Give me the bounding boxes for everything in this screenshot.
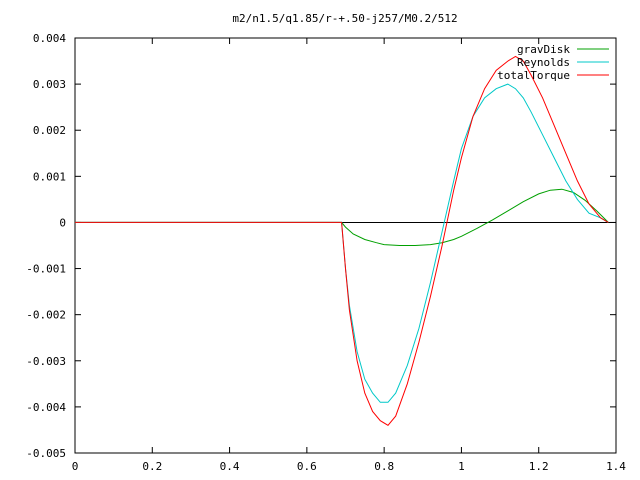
x-tick-label: 1.4 — [606, 460, 626, 473]
x-tick-label: 1 — [458, 460, 465, 473]
x-tick-label: 0 — [72, 460, 79, 473]
series-layer — [75, 55, 609, 426]
y-tick-label: 0.001 — [33, 170, 66, 183]
legend-label: gravDisk — [517, 43, 570, 56]
y-tick-label: -0.003 — [26, 355, 66, 368]
chart-title: m2/n1.5/q1.85/r-+.50-j257/M0.2/512 — [232, 12, 457, 25]
y-tick-label: 0.002 — [33, 124, 66, 137]
y-tick-label: -0.002 — [26, 309, 66, 322]
series-line-Reynolds — [75, 83, 609, 403]
legend-label: totalTorque — [497, 69, 570, 82]
x-tick-label: 0.2 — [142, 460, 162, 473]
y-axis: 0.004 0.003 0.002 0.001 0 -0.001 -0.002 -0.003 -… — [26, 32, 616, 460]
y-tick-label: 0.003 — [33, 78, 66, 91]
series-line-totalTorque — [75, 55, 609, 426]
y-tick-label: -0.005 — [26, 447, 66, 460]
y-tick-label: -0.004 — [26, 401, 66, 414]
x-tick-label: 0.4 — [220, 460, 240, 473]
x-tick-label: 0.6 — [297, 460, 317, 473]
legend-label: Reynolds — [517, 56, 570, 69]
x-tick-label: 0.8 — [374, 460, 394, 473]
y-tick-label: 0.004 — [33, 32, 66, 45]
plot-frame — [74, 37, 617, 454]
y-tick-label: -0.001 — [26, 263, 66, 276]
x-tick-label: 1.2 — [529, 460, 549, 473]
y-tick-label: 0 — [59, 216, 66, 229]
x-axis: 0 0.2 0.4 0.6 0.8 1 1.2 1.4 — [72, 38, 626, 473]
series-line-gravDisk — [75, 188, 609, 246]
